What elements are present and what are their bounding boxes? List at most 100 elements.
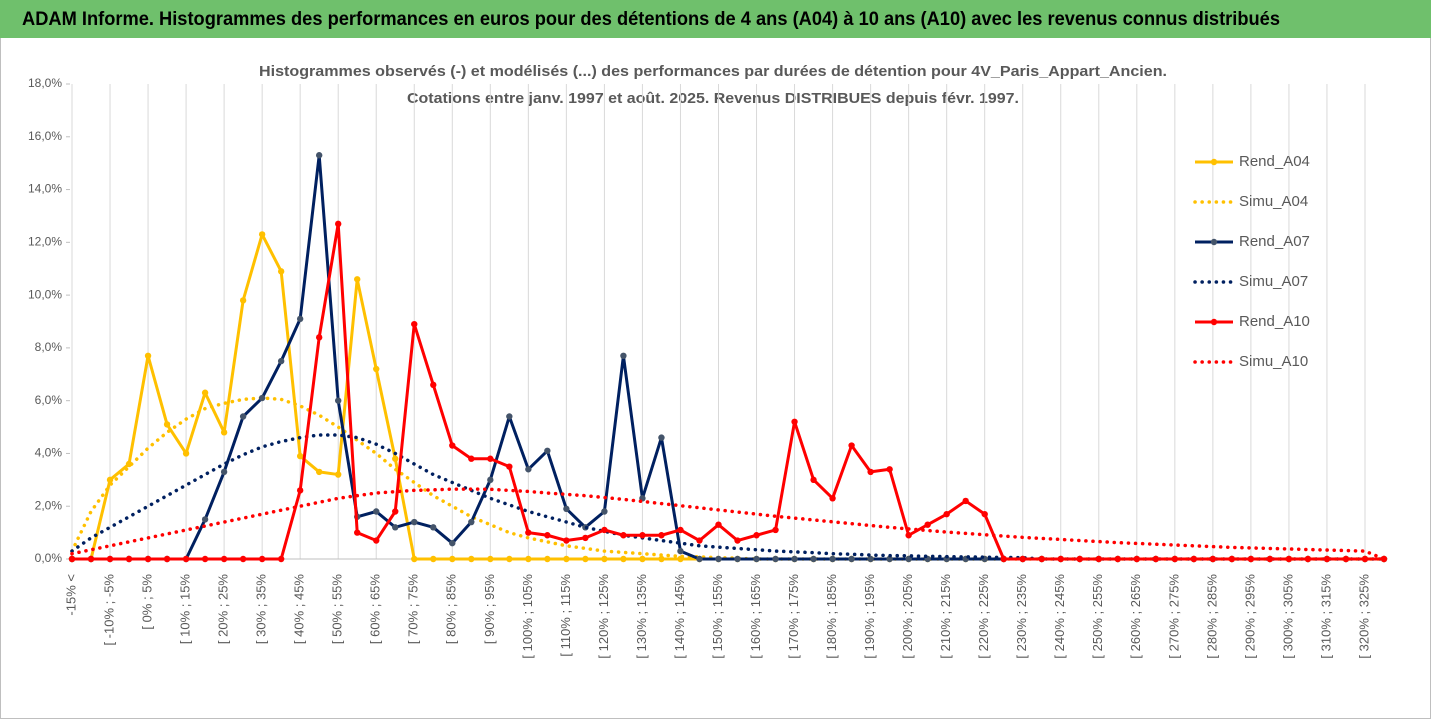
data-point — [296, 315, 304, 323]
legend-marker — [1210, 238, 1218, 246]
data-point — [886, 466, 893, 473]
data-point — [1057, 555, 1064, 563]
x-tick-label: [ 180% ; 185% — [824, 574, 839, 659]
data-point — [658, 555, 665, 563]
data-point — [582, 555, 589, 563]
data-point — [220, 555, 228, 563]
x-tick-label: [ 80% ; 85% — [444, 574, 459, 645]
data-point — [696, 555, 703, 563]
data-point — [962, 497, 969, 505]
data-point — [468, 455, 475, 462]
data-point — [354, 529, 361, 536]
x-tick-label: [ 120% ; 125% — [596, 574, 611, 659]
data-point — [315, 334, 323, 341]
data-point — [506, 463, 513, 470]
data-point — [563, 555, 570, 563]
data-point — [544, 555, 551, 563]
data-point — [981, 510, 988, 518]
data-point — [373, 508, 380, 515]
legend-label: Simu_A10 — [1239, 353, 1308, 370]
header-bar — [0, 0, 1431, 38]
data-point — [677, 547, 684, 555]
data-point — [734, 537, 741, 544]
data-point — [411, 555, 418, 563]
data-point — [239, 297, 247, 304]
data-point — [1209, 555, 1217, 563]
data-point — [1076, 555, 1083, 563]
data-point — [525, 529, 532, 536]
data-point — [544, 447, 551, 455]
data-point — [1266, 555, 1274, 563]
data-point — [335, 471, 342, 478]
data-point — [601, 508, 608, 515]
x-tick-label: [ 240% ; 245% — [1052, 574, 1067, 659]
data-point — [1038, 555, 1045, 563]
data-point — [1342, 555, 1350, 563]
y-tick-label: 14,0% — [28, 182, 62, 196]
x-tick-label: [ 150% ; 155% — [710, 574, 725, 659]
x-tick-label: [ 280% ; 285% — [1204, 574, 1219, 659]
y-tick-label: 4,0% — [35, 446, 63, 460]
x-tick-label: [ 210% ; 215% — [938, 574, 953, 659]
data-point — [525, 555, 532, 563]
data-point — [1019, 555, 1026, 563]
y-tick-label: 16,0% — [28, 129, 62, 143]
data-point — [220, 429, 228, 436]
data-point — [620, 532, 627, 539]
data-point — [449, 539, 456, 547]
data-point — [201, 555, 209, 563]
x-tick-label: [ 90% ; 95% — [482, 574, 497, 645]
data-point — [430, 555, 437, 563]
data-point — [677, 526, 684, 534]
data-point — [411, 320, 418, 328]
data-point — [449, 442, 456, 449]
x-tick-label: [ 130% ; 135% — [634, 574, 649, 659]
data-point — [392, 508, 399, 515]
data-point — [277, 555, 285, 563]
data-point — [582, 534, 589, 542]
data-point — [1247, 555, 1255, 563]
data-point — [506, 555, 513, 563]
chart-title: ADAM Informe. Histogrammes des performan… — [22, 9, 1280, 30]
data-point — [1190, 555, 1198, 563]
data-point — [335, 397, 342, 404]
x-tick-label: [ 30% ; 35% — [254, 574, 269, 645]
x-tick-label: [ 220% ; 225% — [976, 574, 991, 659]
data-point — [258, 394, 266, 402]
data-point — [620, 352, 627, 360]
data-point — [1000, 555, 1007, 563]
data-point — [487, 555, 494, 563]
data-point — [239, 413, 247, 420]
legend-marker — [1210, 158, 1218, 166]
data-point — [601, 526, 608, 534]
data-point — [1304, 555, 1312, 563]
legend-label: Rend_A04 — [1239, 153, 1310, 170]
chart-subtitle: Histogrammes observés (-) et modélisés (… — [259, 63, 1167, 80]
x-tick-label: [ 290% ; 295% — [1242, 574, 1257, 659]
data-point — [658, 434, 665, 441]
x-tick-label: [ 20% ; 25% — [216, 574, 231, 645]
data-point — [753, 555, 760, 563]
data-point — [525, 466, 532, 473]
data-point — [411, 518, 418, 526]
data-point — [468, 555, 475, 563]
data-point — [772, 526, 779, 534]
data-point — [601, 555, 608, 563]
legend-label: Simu_A07 — [1239, 273, 1308, 290]
x-tick-label: [ 310% ; 315% — [1318, 574, 1333, 659]
data-point — [449, 555, 456, 563]
data-point — [753, 532, 760, 539]
data-point — [563, 537, 570, 544]
x-tick-label: [ 10% ; 15% — [178, 574, 193, 645]
data-point — [848, 442, 855, 449]
data-point — [373, 365, 380, 373]
data-point — [1285, 555, 1293, 563]
data-point — [734, 555, 741, 563]
data-point — [258, 555, 266, 563]
data-point — [791, 418, 798, 425]
data-point — [68, 555, 76, 563]
data-point — [182, 555, 190, 563]
data-point — [1361, 555, 1369, 563]
y-tick-label: 8,0% — [35, 340, 63, 354]
